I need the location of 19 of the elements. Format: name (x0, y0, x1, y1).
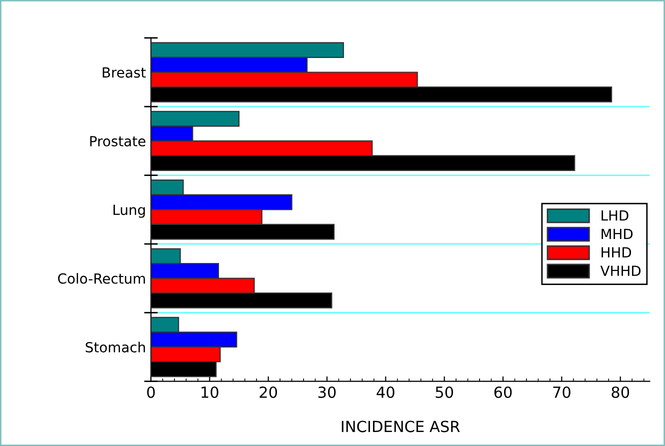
x-tick-label: 50 (436, 386, 454, 398)
x-tick-label: 20 (260, 386, 278, 398)
x-tick-label: 40 (376, 386, 394, 398)
x-tick-label: 0 (147, 386, 155, 398)
y-tick-label: Colo-Rectum (58, 273, 145, 284)
y-tick-label: Lung (114, 204, 145, 218)
y-tick-label: Stomach (86, 342, 145, 352)
x-tick-label: 80 (612, 386, 630, 398)
x-tick-label: 60 (494, 386, 512, 398)
legend-label: MHD (602, 228, 633, 239)
x-tick-label: 70 (553, 386, 570, 398)
legend-label: HHD (602, 247, 632, 258)
x-axis-title: INCIDENCE ASR (342, 420, 460, 432)
x-tick-label: 30 (318, 386, 336, 398)
legend-label: VHHD (600, 266, 641, 276)
legend-label: LHD (602, 210, 628, 221)
y-tick-label: Prostate (90, 136, 146, 146)
x-tick-label: 10 (202, 386, 218, 398)
y-tick-label: Breast (102, 67, 146, 78)
